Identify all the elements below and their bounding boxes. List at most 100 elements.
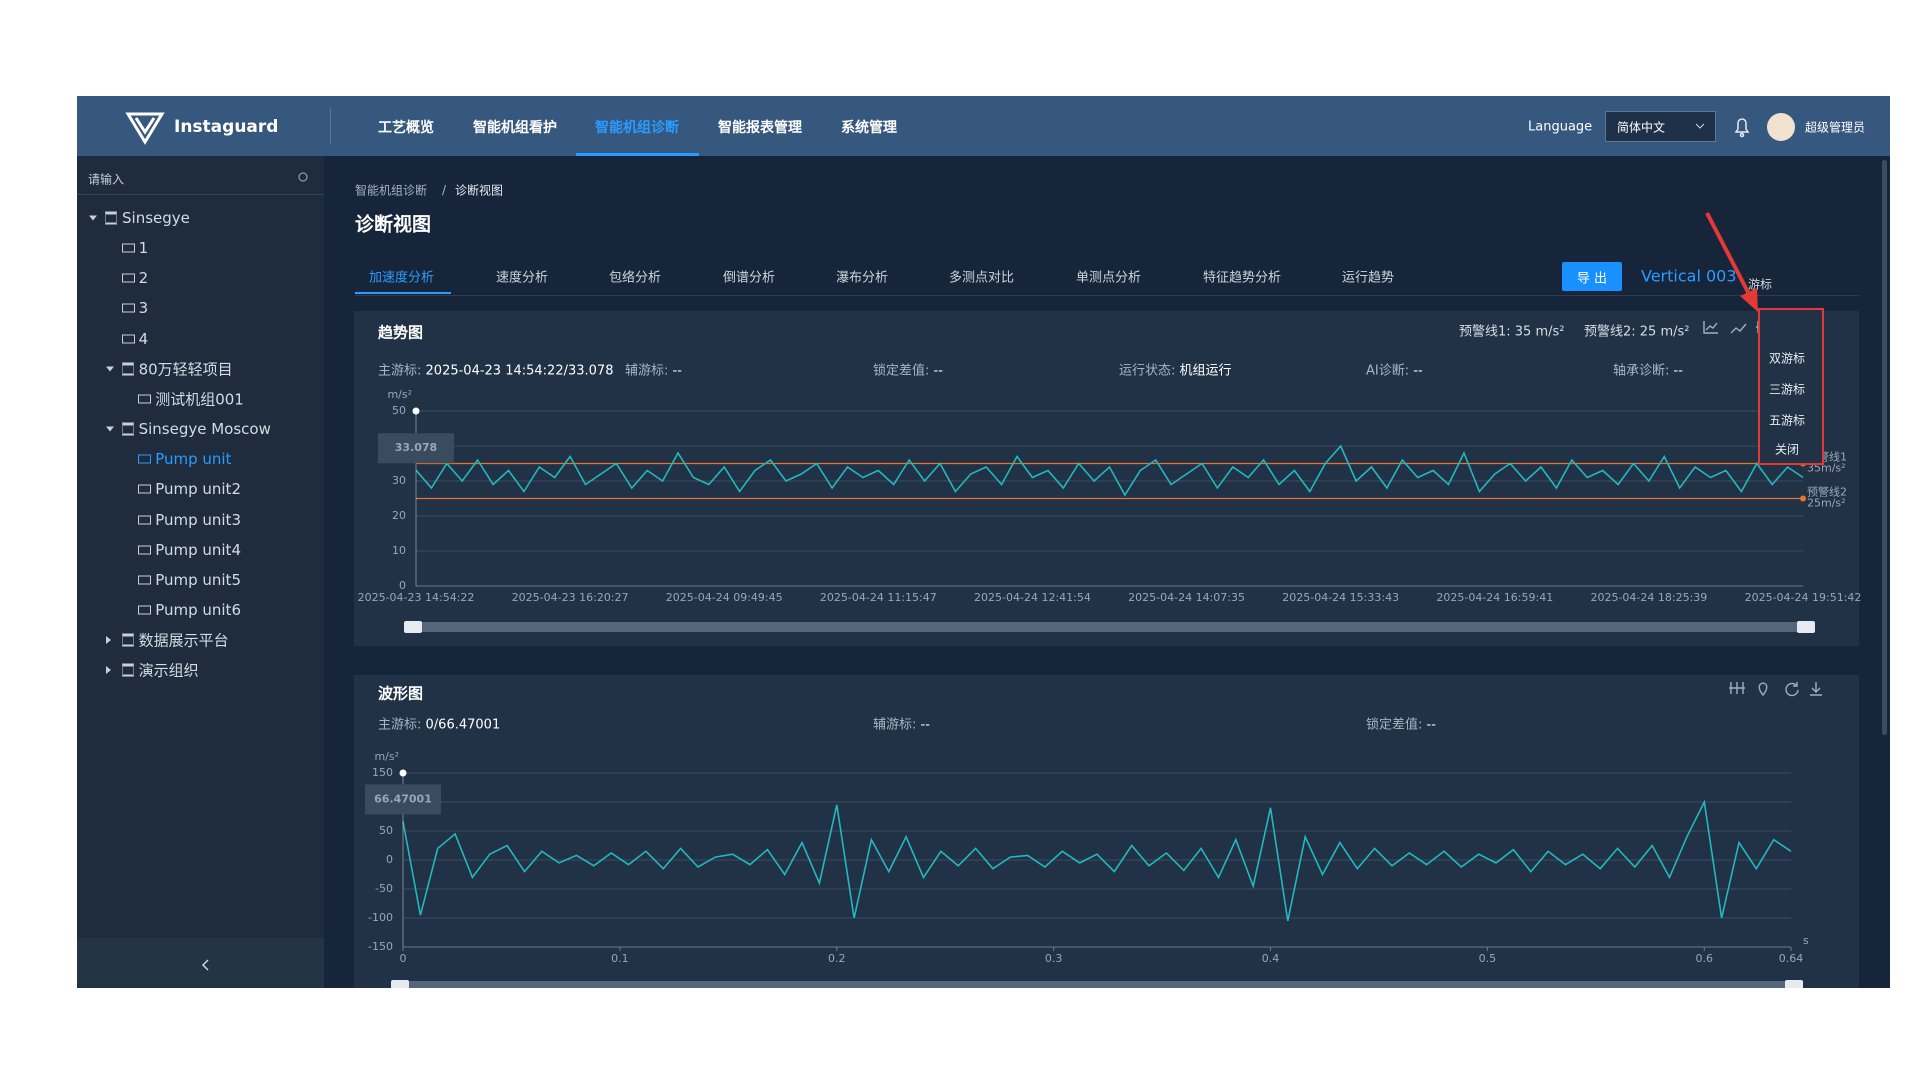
y-tick-label: -100: [368, 911, 393, 924]
tree-label[interactable]: Sinsegye: [122, 209, 190, 227]
x-tick-label: 2025-04-24 18:25:39: [1590, 591, 1707, 604]
x-unit: s: [1803, 934, 1809, 947]
info-value: --: [1426, 717, 1436, 733]
cursor-handle: [399, 769, 407, 777]
cursor-menu-item[interactable]: 三游标: [1768, 382, 1806, 397]
y-tick-label: -50: [375, 882, 393, 895]
alarm-line-1: 预警线1: 35 m/s²: [1459, 324, 1565, 340]
info-value: --: [1673, 363, 1683, 379]
header-bar: [77, 96, 1890, 156]
tree-label[interactable]: 数据展示平台: [138, 631, 229, 650]
tree-label[interactable]: Pump unit5: [155, 570, 241, 589]
nav-item[interactable]: 智能机组诊断: [595, 120, 679, 136]
breadcrumb-1[interactable]: 智能机组诊断: [355, 183, 428, 198]
info-value: --: [933, 363, 943, 379]
zoom-handle: [391, 980, 409, 988]
info-value: --: [1413, 363, 1423, 379]
search-input[interactable]: 请输入: [88, 172, 125, 187]
tree-caret[interactable]: [105, 666, 111, 675]
search-icon[interactable]: [298, 172, 308, 182]
tree-caret[interactable]: [105, 636, 111, 645]
tree-label[interactable]: Pump unit3: [155, 510, 241, 529]
cursor-toggle[interactable]: 游标: [1748, 277, 1773, 292]
cursor-menu-item[interactable]: 关闭: [1774, 442, 1800, 457]
zoom-handle: [404, 621, 422, 633]
tree-label[interactable]: Pump unit: [155, 450, 232, 469]
x-tick-label: 0.6: [1696, 952, 1714, 965]
select-chevron: [1695, 123, 1705, 129]
cursor-tooltip-label: 33.078: [395, 441, 437, 454]
tab[interactable]: 运行趋势: [1342, 270, 1395, 286]
language-select[interactable]: [1605, 111, 1716, 142]
tab[interactable]: 单测点分析: [1076, 270, 1142, 286]
sidebar-footer[interactable]: [77, 938, 324, 988]
x-tick-label: 0.2: [828, 952, 846, 965]
page-title: 诊断视图: [355, 213, 432, 236]
nav-item[interactable]: 系统管理: [841, 120, 897, 136]
cursor-menu-item[interactable]: 五游标: [1768, 413, 1806, 428]
tab[interactable]: 瀑布分析: [836, 270, 889, 286]
tab[interactable]: 倒谱分析: [723, 270, 776, 286]
tab[interactable]: 速度分析: [496, 270, 549, 286]
y-tick-label: 50: [379, 824, 393, 837]
tree-label[interactable]: 3: [138, 299, 149, 318]
tree-icon: [138, 575, 152, 585]
tree-icon: [121, 422, 134, 436]
y-tick-label: 30: [392, 474, 406, 487]
tree-caret[interactable]: [89, 215, 97, 221]
tab-active-underline: [355, 292, 451, 294]
collapse-icon[interactable]: [201, 959, 209, 971]
export-button[interactable]: [1562, 262, 1622, 291]
tree-label[interactable]: Pump unit4: [155, 540, 241, 559]
bell-icon[interactable]: [1734, 118, 1750, 138]
language-value[interactable]: 简体中文: [1617, 120, 1666, 135]
info-item: 辅游标: --: [625, 360, 682, 379]
trend-title: 趋势图: [378, 323, 424, 342]
tree-label[interactable]: 1: [138, 239, 149, 258]
tree-label[interactable]: Sinsegye Moscow: [138, 420, 271, 439]
data-line: [402, 799, 1792, 922]
tree-label[interactable]: 测试机组001: [155, 390, 244, 409]
export-label[interactable]: 导 出: [1576, 271, 1608, 287]
tree-caret[interactable]: [105, 426, 114, 432]
info-label: 辅游标:: [625, 363, 669, 379]
x-tick-label: 2025-04-23 16:20:27: [512, 591, 629, 604]
breadcrumb-2: 诊断视图: [455, 183, 504, 198]
info-label: 主游标:: [378, 363, 422, 379]
user-name[interactable]: 超级管理员: [1805, 120, 1866, 135]
tab[interactable]: 特征趋势分析: [1203, 270, 1282, 286]
tree-label[interactable]: 4: [138, 329, 149, 348]
scrollbar[interactable]: [1882, 160, 1887, 735]
info-value: 机组运行: [1179, 363, 1232, 379]
y-tick-label: 20: [392, 509, 406, 522]
cursor-tooltip: [365, 784, 441, 815]
tree-icon: [105, 211, 117, 225]
nav-item[interactable]: 工艺概览: [378, 120, 434, 136]
tree-label[interactable]: Pump unit2: [155, 480, 241, 499]
channel-name[interactable]: Vertical 003: [1641, 266, 1737, 286]
tree-label[interactable]: 80万轻轻项目: [138, 360, 233, 379]
y-tick-label: -150: [368, 940, 393, 953]
wave-toolbar[interactable]: [1729, 682, 1822, 697]
cursor-menu-item[interactable]: 双游标: [1768, 351, 1806, 366]
tab[interactable]: 多测点对比: [949, 270, 1015, 286]
avatar[interactable]: [1767, 113, 1795, 141]
x-tick-label: 2025-04-24 19:51:42: [1745, 591, 1862, 604]
tab[interactable]: 加速度分析: [369, 270, 435, 286]
search-box[interactable]: [77, 164, 324, 195]
tree-icon: [138, 545, 152, 555]
nav-item[interactable]: 智能报表管理: [718, 120, 802, 136]
tab-bar-line: [355, 295, 1859, 296]
logo: [125, 112, 165, 145]
tree-caret[interactable]: [105, 366, 114, 372]
tree-label[interactable]: 2: [138, 269, 149, 288]
nav-item[interactable]: 智能机组看护: [473, 120, 557, 136]
tree-label[interactable]: Pump unit6: [155, 600, 241, 619]
x-tick-label: 2025-04-24 14:07:35: [1128, 591, 1245, 604]
tree-icon: [138, 394, 152, 404]
tree-label[interactable]: 演示组织: [138, 661, 199, 680]
tab[interactable]: 包络分析: [609, 270, 662, 286]
info-item: 轴承诊断: --: [1613, 360, 1683, 379]
